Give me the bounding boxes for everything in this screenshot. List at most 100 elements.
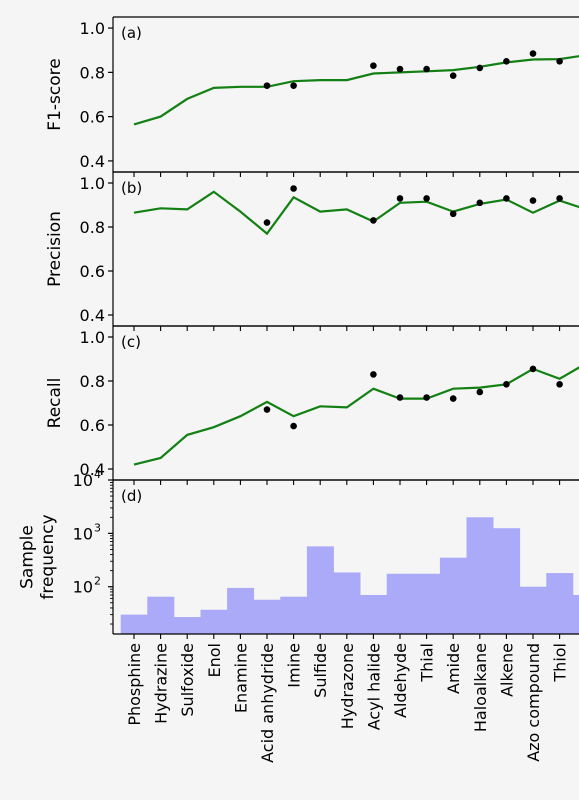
panel-b-point-thiol <box>556 195 563 202</box>
panel-d-bar-haloalkane <box>466 517 494 634</box>
panel-a-point-thial <box>423 65 430 73</box>
x-tick-label-enamine: Enamine <box>231 643 250 713</box>
panel-a-series-line <box>133 55 579 126</box>
panel-a-point-alkene <box>503 57 510 65</box>
x-tick-label-thial: Thial <box>418 643 437 683</box>
panel-b-point-thial <box>423 195 430 202</box>
panel-b-point-haloalkane <box>476 199 484 207</box>
panel-b-point-acyl-halide <box>370 217 377 224</box>
panel-d-bar-phosphine <box>120 614 148 634</box>
panel-a-point-amide <box>449 72 457 79</box>
x-tick-label-phosphine: Phosphine <box>125 643 144 726</box>
x-tick-label-sulfide: Sulfide <box>311 643 330 698</box>
x-tick-label-aldehyde: Aldehyde <box>391 643 410 718</box>
panel-c-point-azo-compound <box>529 365 537 373</box>
panel-d-bar-acid-anhydride <box>253 599 281 634</box>
panel-d-bar-aldehyde <box>386 573 414 634</box>
panel-b-y-axis-label: Precision <box>45 211 65 287</box>
x-tick-label-amide: Amide <box>444 643 463 694</box>
panel-d-y-axis-label-line: frequency <box>38 514 58 599</box>
panel-a-y-axis-label: F1-score <box>45 58 65 130</box>
x-tick-label-thiol: Thiol <box>551 643 570 683</box>
x-tick-label-haloalkane: Haloalkane <box>471 643 490 732</box>
panel-d-y-axis-label-line: Sample <box>18 525 38 589</box>
panel-b-y-tick-label: 0.8 <box>80 218 105 237</box>
x-tick-label-hydrazone: Hydrazone <box>338 643 357 729</box>
panel-c-point-alkene <box>503 381 510 388</box>
panel-c-point-imine <box>290 422 297 430</box>
panel-b-point-azo-compound <box>529 197 537 204</box>
panel-a-point-aldehyde <box>396 65 404 73</box>
x-tick-label-acid-anhydride: Acid anhydride <box>258 643 277 763</box>
panel-a-y-tick-label: 0.4 <box>80 152 105 171</box>
panel-c-point-acyl-halide <box>370 371 377 378</box>
panel-d-bar-azo-compound <box>519 586 547 634</box>
panel-d-bar-enol <box>200 609 228 634</box>
panel-c-y-axis-label: Recall <box>45 378 65 429</box>
panel-b-series-line <box>133 190 579 236</box>
panel-b-label: (b) <box>121 179 142 197</box>
panel-b-point-alkene <box>503 195 510 202</box>
panel-c-label: (c) <box>121 333 141 351</box>
panel-d-y-tick-exponent: 2 <box>94 575 101 588</box>
panel-b-point-amide <box>449 210 457 218</box>
panel-d-bar-thiol <box>546 573 574 634</box>
panel-a-point-thiol <box>556 57 563 65</box>
panel-d-bar-sulfoxide <box>173 617 201 634</box>
panel-d-y-tick-label: 10 <box>73 471 93 490</box>
panel-b-point-acid-anhydride <box>263 219 271 226</box>
panel-d-bar-hydrazine <box>147 596 175 634</box>
panel-d-y-tick-base: 10 <box>73 578 93 597</box>
panel-a-point-azo-compound <box>529 50 537 57</box>
panel-c-point-thial <box>423 394 430 401</box>
panel-d-bar-hydrazone <box>333 572 361 634</box>
panel-d-y-tick-base: 10 <box>73 471 93 490</box>
panel-b-y-tick-label: 1.0 <box>80 174 105 193</box>
panel-d-label: (d) <box>121 487 142 505</box>
panel-d-bar-thial <box>413 573 441 634</box>
panel-d-y-tick-exponent: 4 <box>94 468 101 481</box>
panel-b: 0.4 0.6 0.8 1.0 Precision (b) <box>45 171 579 327</box>
panel-b-y-tick-label: 0.4 <box>80 306 105 325</box>
panel-d-bar-sulfide <box>306 546 334 634</box>
panel-d-bar-alkene <box>493 528 521 634</box>
panel-d-y-tick-exponent: 3 <box>94 521 101 534</box>
panel-a-y-tick-label: 0.6 <box>80 108 105 127</box>
panel-c-y-tick-label: 0.8 <box>80 372 105 391</box>
panel-a-y-tick-label: 1.0 <box>80 19 105 38</box>
x-tick-label-acyl-halide: Acyl halide <box>364 643 383 730</box>
panel-d-bar-sulfone <box>572 594 579 634</box>
panel-d-y-tick-label: 10 <box>73 524 93 543</box>
x-tick-label-hydrazine: Hydrazine <box>152 643 171 724</box>
panel-a-point-acyl-halide <box>370 62 377 70</box>
panel-c-point-acid-anhydride <box>263 406 271 413</box>
panel-c-y-tick-label: 0.6 <box>80 416 105 435</box>
category-axis: Phosphine Hydrazine Sulfoxide Enol Enamine Ac… <box>125 172 579 763</box>
panel-c-point-thiol <box>556 381 563 388</box>
x-tick-label-alkene: Alkene <box>497 643 516 697</box>
panel-d-y-tick-label: 10 <box>73 578 93 597</box>
x-tick-label-imine: Imine <box>285 643 304 688</box>
panel-c-point-aldehyde <box>396 394 404 401</box>
panel-c-y-tick-label: 0.4 <box>80 460 105 479</box>
panel-a-point-imine <box>290 82 297 89</box>
panel-c-point-haloalkane <box>476 388 484 396</box>
panel-a-point-haloalkane <box>476 64 484 72</box>
panel-a-point-acid-anhydride <box>263 82 271 89</box>
panel-a-y-tick-label: 0.8 <box>80 63 105 82</box>
panel-d-bar-imine <box>280 596 308 634</box>
panel-d-bar-amide <box>439 557 467 634</box>
panel-d-y-tick-base: 10 <box>73 524 93 543</box>
x-tick-label-sulfoxide: Sulfoxide <box>178 643 197 717</box>
x-tick-label-enol: Enol <box>205 643 224 677</box>
panel-b-point-imine <box>290 185 297 192</box>
panel-d-bar-enamine <box>227 587 255 634</box>
panel-a-label: (a) <box>121 24 142 42</box>
panel-d-bar-acyl-halide <box>360 594 388 634</box>
panel-c-series-line <box>133 366 579 466</box>
panel-c-y-tick-label: 1.0 <box>80 328 105 347</box>
x-tick-label-sulfone: Sulfone <box>577 643 579 703</box>
